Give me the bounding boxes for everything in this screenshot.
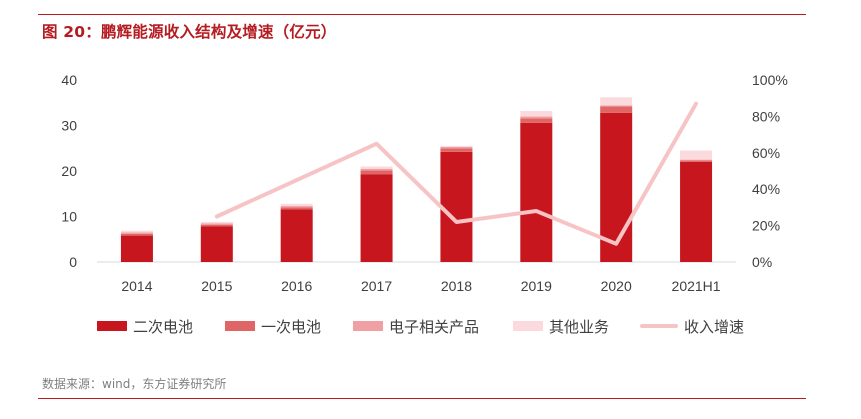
bar-segment xyxy=(360,166,393,169)
y-left-tick-label: 20 xyxy=(61,163,77,179)
legend-label: 一次电池 xyxy=(261,318,321,336)
bar-stacks xyxy=(120,97,713,263)
x-tick-label: 2015 xyxy=(201,278,232,294)
y-axis-left: 0 10 20 30 40 xyxy=(61,72,77,270)
bar-segment xyxy=(600,112,633,262)
legend-swatch xyxy=(353,321,383,331)
bar-segment xyxy=(520,110,553,117)
bar-segment xyxy=(440,145,473,147)
bar-segment xyxy=(120,233,153,236)
bar-segment xyxy=(360,170,393,175)
y-axis-right: 0% 20% 40% 60% 80% 100% xyxy=(752,72,788,270)
y-right-tick-label: 80% xyxy=(752,108,780,124)
bar-segment xyxy=(440,148,473,152)
legend: 二次电池 一次电池 电子相关产品 其他业务 收入增速 xyxy=(97,318,744,336)
y-left-tick-label: 0 xyxy=(69,254,77,270)
x-tick-label: 2014 xyxy=(121,278,152,294)
top-rule xyxy=(38,14,806,15)
y-left-tick-label: 40 xyxy=(61,72,77,88)
legend-swatch xyxy=(513,321,543,331)
bar-segment xyxy=(520,122,553,263)
x-tick-label: 2016 xyxy=(281,278,312,294)
legend-swatch xyxy=(97,321,127,331)
source-note: 数据来源：wind，东方证券研究所 xyxy=(42,377,227,391)
x-tick-label: 2020 xyxy=(601,278,632,294)
y-right-tick-label: 60% xyxy=(752,145,780,161)
x-tick-label: 2017 xyxy=(361,278,392,294)
y-right-tick-label: 0% xyxy=(752,254,772,270)
bar-segment xyxy=(280,209,313,262)
y-left-tick-label: 10 xyxy=(61,209,77,225)
bar-segment xyxy=(600,106,633,113)
x-tick-label: 2018 xyxy=(441,278,472,294)
legend-label: 收入增速 xyxy=(684,318,744,336)
bottom-rule xyxy=(38,398,806,399)
bar-segment xyxy=(600,105,633,107)
x-tick-label: 2019 xyxy=(521,278,552,294)
legend-swatch xyxy=(225,321,255,331)
x-tick-label: 2021H1 xyxy=(672,278,721,294)
bar-segment xyxy=(200,226,233,262)
bar-segment xyxy=(440,146,473,149)
y-left-tick-label: 30 xyxy=(61,118,77,134)
legend-label: 电子相关产品 xyxy=(389,318,479,336)
bar-segment xyxy=(600,97,633,106)
bar-segment xyxy=(680,161,713,262)
bar-segment xyxy=(120,235,153,262)
bar-segment xyxy=(360,168,393,171)
bar-segment xyxy=(280,207,313,210)
y-right-tick-label: 40% xyxy=(752,181,780,197)
bar-segment xyxy=(520,118,553,123)
bar-segment xyxy=(520,116,553,119)
bar-segment xyxy=(440,151,473,262)
legend-label: 其他业务 xyxy=(549,318,609,336)
bar-segment xyxy=(280,203,313,207)
legend-label: 二次电池 xyxy=(133,318,193,336)
figure-title: 图 20：鹏辉能源收入结构及增速（亿元） xyxy=(42,23,337,41)
y-right-tick-label: 100% xyxy=(752,72,788,88)
bar-segment xyxy=(200,224,233,227)
growth-line xyxy=(214,101,699,246)
bar-segment xyxy=(120,230,153,233)
growth-line-series xyxy=(214,101,699,246)
y-right-tick-label: 20% xyxy=(752,218,780,234)
x-axis-ticks: 2014 2015 2016 2017 2018 2019 2020 2021H1 xyxy=(121,278,720,294)
bar-segment xyxy=(680,160,713,162)
bar-segment xyxy=(200,223,233,225)
bar-segment xyxy=(120,232,153,234)
bar-segment xyxy=(680,150,713,160)
bar-segment xyxy=(680,159,713,161)
bar-segment xyxy=(360,174,393,262)
bar-segment xyxy=(280,206,313,208)
bar-segment xyxy=(200,221,233,224)
